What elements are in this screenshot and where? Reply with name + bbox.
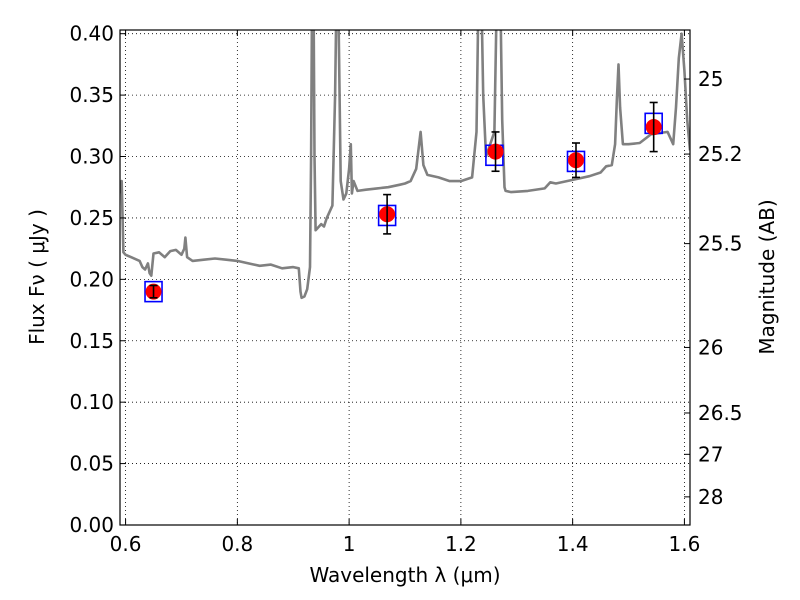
x-tick-label: 1 [343, 532, 356, 556]
y-tick-label: 0.35 [69, 83, 114, 107]
x-tick-label: 1.4 [557, 532, 589, 556]
mag-tick-label: 25 [698, 67, 723, 91]
y-tick-label: 0.30 [69, 145, 114, 169]
ticks [120, 30, 690, 526]
y-tick-label: 0.00 [69, 513, 114, 537]
data-layer [120, 30, 690, 303]
spectrum-line [120, 30, 690, 300]
mag-tick-label: 26.5 [698, 401, 743, 425]
x-axis-label: Wavelength λ (μm) [309, 563, 500, 587]
x-tick-label: 1.2 [445, 532, 477, 556]
x-tick-label: 0.6 [110, 532, 142, 556]
mag-tick-label: 25.2 [698, 142, 743, 166]
y-tick-label: 0.15 [69, 329, 114, 353]
model-photometry-square [144, 280, 163, 303]
mag-tick-label: 25.5 [698, 232, 743, 256]
plot-frame [119, 29, 691, 526]
y-axis-label: Flux Fν ( μJy ) [25, 209, 49, 345]
x-tick-label: 1.6 [669, 532, 701, 556]
right-axis-label: Magnitude (AB) [755, 199, 779, 354]
mag-tick-label: 28 [698, 485, 723, 509]
y-tick-label: 0.40 [69, 22, 114, 46]
mag-tick-label: 26 [698, 335, 723, 359]
y-tick-label: 0.10 [69, 390, 114, 414]
y-tick-label: 0.25 [69, 206, 114, 230]
plot-background [120, 30, 690, 525]
x-tick-label: 0.8 [221, 532, 253, 556]
y-tick-label: 0.20 [69, 267, 114, 291]
mag-tick-label: 27 [698, 442, 723, 466]
tick-labels: 0.6 0.8 1 1.2 1.4 1.6 0.00 0.05 0.10 0.15 0.20 0.25… [69, 22, 742, 556]
y-tick-label: 0.05 [69, 452, 114, 476]
